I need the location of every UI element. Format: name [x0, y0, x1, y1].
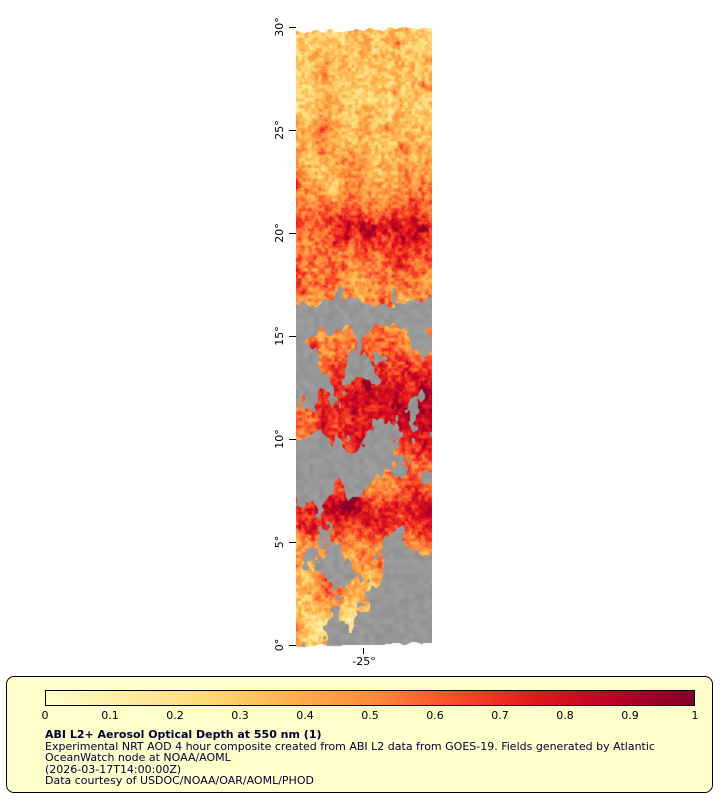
colorbar-tick-label: 0.6: [426, 709, 444, 722]
latitude-tick-label: 5°: [272, 535, 286, 549]
colorbar-tick-label: 0.8: [556, 709, 574, 722]
longitude-tick: [363, 648, 364, 654]
latitude-tick-label: 30°: [272, 17, 286, 37]
caption-timestamp: (2026-03-17T14:00:00Z): [45, 762, 182, 776]
aod-raster: [296, 26, 432, 648]
caption-credit: Data courtesy of USDOC/NOAA/OAR/AOML/PHO…: [45, 774, 314, 788]
latitude-tick: [289, 130, 296, 131]
latitude-tick: [289, 645, 296, 646]
colorbar-tick-label: 0.3: [231, 709, 249, 722]
colorbar-tick-label: 0.2: [166, 709, 184, 722]
aod-map-figure: 30° 25° 20° 15° 10° 5° 0° -25°: [272, 17, 432, 668]
longitude-tick-label: -25°: [352, 655, 376, 668]
latitude-tick: [289, 233, 296, 234]
latitude-tick: [289, 439, 296, 440]
latitude-tick: [289, 542, 296, 543]
colorbar-panel: 0 0.1 0.2 0.3 0.4 0.5 0.6 0.7 0.8 0.9 1 ABI L2+ Ae…: [6, 676, 713, 793]
latitude-tick: [289, 27, 296, 28]
colorbar-tick-label: 0.7: [491, 709, 509, 722]
latitude-tick-label: 25°: [272, 120, 286, 140]
caption-description-line1: Experimental NRT AOD 4 hour composite cr…: [45, 739, 655, 753]
colorbar-tick-label: 0.5: [361, 709, 379, 722]
colorbar-tick-label: 0.4: [296, 709, 314, 722]
latitude-tick-label: 20°: [272, 223, 286, 243]
latitude-tick-label: 15°: [272, 326, 286, 346]
latitude-tick-label: 0°: [272, 638, 286, 652]
colorbar-tick-label: 1: [691, 709, 699, 722]
colorbar-tick-label: 0.1: [101, 709, 119, 722]
caption-block: ABI L2+ Aerosol Optical Depth at 550 nm …: [45, 729, 655, 787]
caption-description-line2: OceanWatch node at NOAA/AOML: [45, 751, 231, 765]
latitude-tick: [289, 336, 296, 337]
colorbar-gradient: [45, 690, 695, 706]
colorbar-tick-label: 0.9: [621, 709, 639, 722]
latitude-tick-label: 10°: [272, 429, 286, 449]
product-title: ABI L2+ Aerosol Optical Depth at 550 nm …: [45, 728, 322, 741]
colorbar-tick-label: 0: [41, 709, 49, 722]
